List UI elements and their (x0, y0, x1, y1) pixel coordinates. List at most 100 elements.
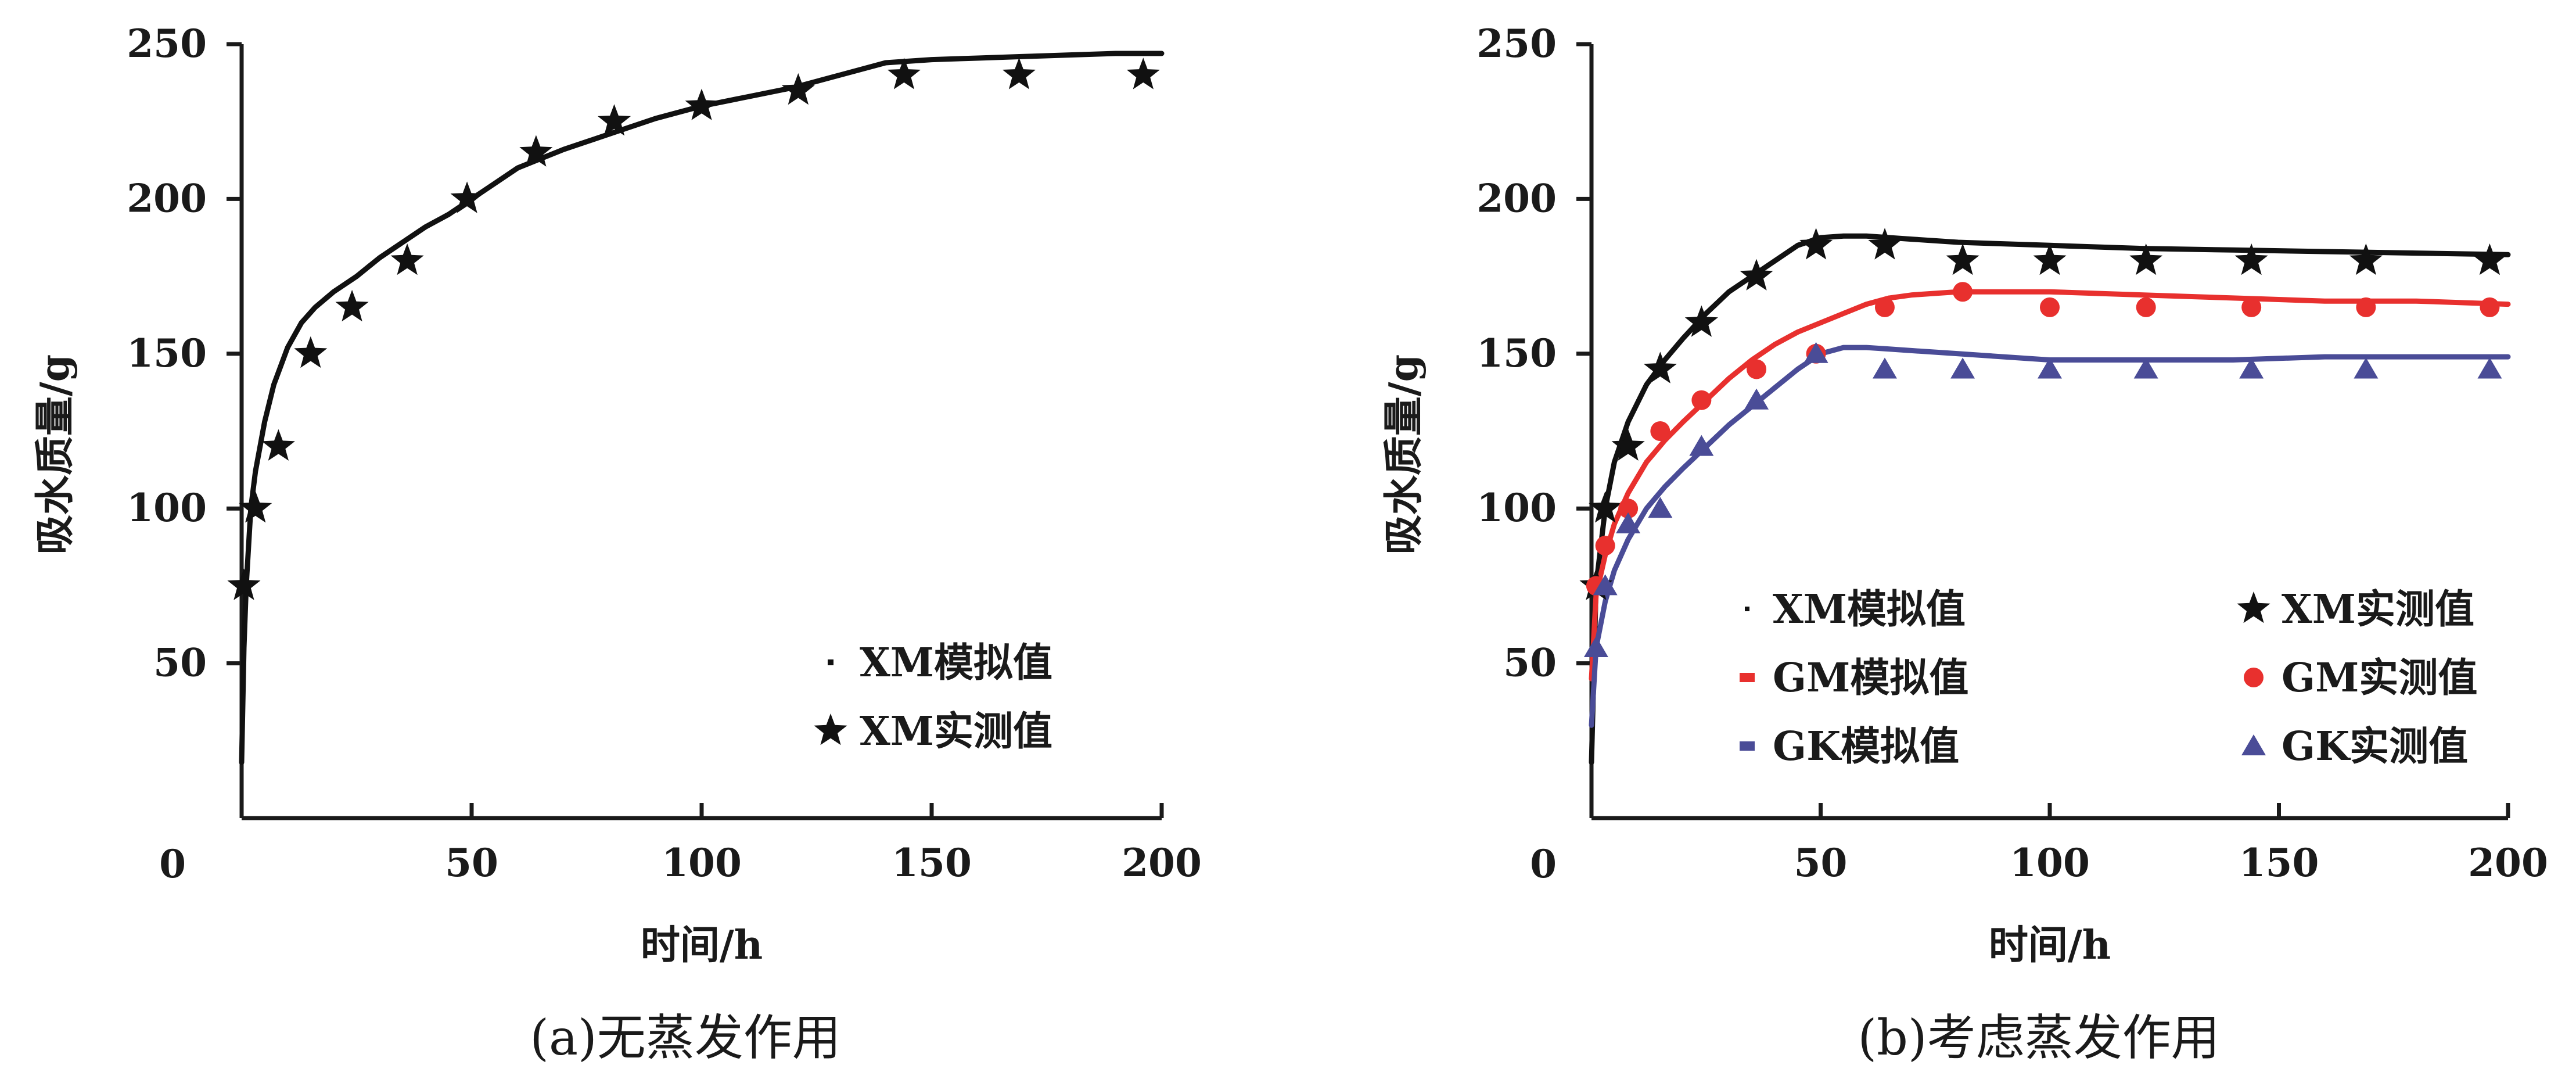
data-point-1 (598, 104, 631, 136)
data-point-1 (887, 58, 921, 89)
data-point-3 (1650, 421, 1670, 441)
y-tick-label: 200 (127, 175, 207, 221)
x-axis-title: 时间/h (1989, 922, 2111, 969)
data-point-1 (294, 336, 328, 368)
data-point-5 (1950, 357, 1975, 379)
y-tick-label: 150 (127, 331, 207, 376)
data-point-1 (261, 429, 295, 461)
data-point-1 (227, 568, 261, 600)
y-tick-label: 50 (153, 640, 207, 686)
chart-panel-b: 50 100 150 200 50 100 150 200 250 0 时间/h 吸水质量/g (b)考… (1381, 21, 2548, 1066)
data-point-5 (2477, 357, 2502, 379)
data-point-1 (1868, 228, 1902, 260)
x-tick-label: 150 (2239, 840, 2319, 885)
x-tick-label: 150 (892, 840, 972, 885)
x-axis-title: 时间/h (641, 922, 763, 969)
data-point-1 (2234, 243, 2268, 275)
data-point-1 (2473, 243, 2506, 275)
legend-label: XM模拟值 (1773, 586, 1966, 633)
data-point-3 (2241, 297, 2262, 317)
data-point-5 (1583, 636, 1608, 657)
legend-marker (814, 713, 847, 745)
data-point-5 (2133, 357, 2158, 379)
data-point-1 (519, 135, 553, 167)
legend: XM模拟值 XM实测值 (814, 640, 1052, 755)
legend-marker (2237, 591, 2270, 623)
data-point-5 (1803, 342, 1828, 363)
legend-marker (2241, 734, 2266, 755)
data-point-1 (685, 88, 718, 120)
data-point-1 (390, 243, 424, 275)
data-point-3 (2480, 297, 2500, 317)
y-tick-label: 250 (1476, 21, 1557, 66)
y-tick-label: 50 (1503, 640, 1557, 686)
legend-label: GK实测值 (2282, 723, 2468, 770)
data-point-1 (1589, 491, 1622, 523)
x-tick-label: 200 (2468, 840, 2548, 885)
data-point-5 (1648, 497, 1673, 518)
data-point-3 (1747, 359, 1767, 379)
legend-label: XM实测值 (860, 708, 1052, 755)
y-tick-label: 250 (127, 21, 207, 66)
x-tick-label: 50 (445, 840, 498, 885)
data-point-1 (1799, 228, 1833, 260)
data-point-1 (2349, 243, 2383, 275)
data-point-1 (335, 289, 369, 322)
y-tick-label: 200 (1476, 175, 1557, 221)
x-tick-label: 200 (1122, 840, 1202, 885)
series-line-4 (1589, 345, 2511, 728)
data-point-3 (1595, 536, 1615, 556)
data-point-1 (1643, 352, 1677, 383)
legend-swatch (1740, 741, 1755, 751)
legend-label: GM实测值 (2282, 655, 2477, 701)
data-point-1 (1126, 58, 1160, 89)
chart-panel-a: 50 100 150 200 50 100 150 200 250 0 时间/h 吸水质量/g (a)无… (32, 21, 1202, 1066)
legend-label: XM模拟值 (860, 640, 1052, 686)
x-tick-label: 50 (1794, 840, 1848, 885)
data-point-1 (1946, 243, 1979, 275)
data-point-3 (1691, 390, 1712, 410)
data-point-3 (1874, 297, 1895, 317)
origin-label: 0 (1530, 841, 1557, 887)
legend-label: XM实测值 (2282, 586, 2474, 633)
data-point-5 (2354, 357, 2379, 379)
y-tick-label: 150 (1476, 331, 1557, 376)
legend-swatch (828, 659, 833, 665)
data-point-1 (2033, 243, 2067, 275)
data-point-5 (1593, 574, 1618, 596)
legend-swatch (1745, 607, 1749, 611)
legend: XM模拟值 XM实测值 GM模拟值 GM实测值 GK模拟值 GK实测值 (1740, 586, 2477, 770)
data-point-1 (239, 491, 272, 523)
data-point-5 (1872, 357, 1897, 379)
data-point-1 (2129, 243, 2163, 275)
data-point-1 (1002, 58, 1036, 89)
data-point-5 (2038, 357, 2062, 379)
legend-label: GK模拟值 (1773, 723, 1959, 770)
data-point-3 (2356, 297, 2376, 317)
data-point-5 (1689, 435, 1714, 456)
y-tick-label: 100 (1476, 485, 1557, 530)
data-point-3 (2136, 297, 2156, 317)
data-point-1 (781, 73, 815, 105)
y-axis-title: 吸水质量/g (32, 354, 78, 554)
data-point-5 (2239, 357, 2264, 379)
y-tick-label: 100 (127, 485, 207, 530)
data-point-1 (1740, 259, 1773, 291)
legend-marker (2244, 668, 2264, 687)
legend-label: GM模拟值 (1773, 655, 1968, 701)
data-point-3 (1618, 499, 1639, 519)
data-point-5 (1616, 512, 1641, 533)
data-point-3 (2040, 297, 2060, 317)
data-point-5 (1744, 388, 1769, 410)
panel-caption: (b)考虑蒸发作用 (1858, 1009, 2219, 1066)
data-point-3 (1953, 282, 1973, 302)
origin-label: 0 (159, 841, 186, 887)
legend-swatch (1740, 673, 1755, 682)
panel-caption: (a)无蒸发作用 (530, 1009, 841, 1066)
data-point-1 (1684, 305, 1718, 337)
data-point-1 (1611, 429, 1645, 461)
series-line-0 (1589, 233, 2511, 765)
series-line-2 (1589, 289, 2511, 682)
x-tick-label: 100 (662, 840, 742, 885)
